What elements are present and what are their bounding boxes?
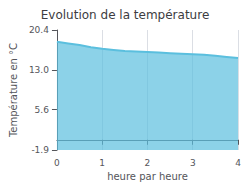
svg-text:2: 2 [145,158,151,168]
svg-text:4: 4 [235,158,241,168]
svg-text:3: 3 [190,158,196,168]
svg-text:5.6: 5.6 [35,105,50,115]
svg-text:Température en °C: Température en °C [8,43,19,138]
svg-text:13.0: 13.0 [29,65,49,75]
svg-text:0: 0 [54,158,60,168]
svg-text:Evolution de la température: Evolution de la température [41,8,210,22]
svg-text:heure par heure: heure par heure [107,171,188,182]
svg-text:20.4: 20.4 [29,25,49,35]
svg-text:1: 1 [99,158,105,168]
svg-text:-1.9: -1.9 [31,145,49,155]
